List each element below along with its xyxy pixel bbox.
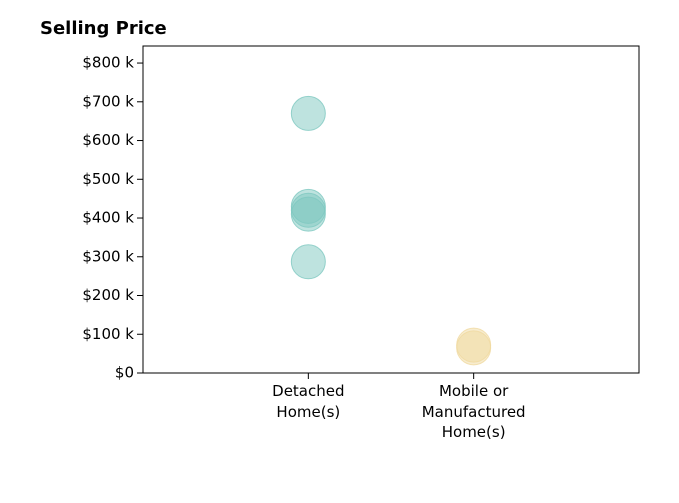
- y-tick-label: $700 k: [82, 92, 134, 110]
- y-tick-label: $0: [115, 364, 134, 382]
- y-tick-label: $800 k: [82, 54, 134, 72]
- x-tick-label: Detached Home(s): [272, 382, 345, 421]
- y-tick-label: $100 k: [82, 325, 134, 343]
- plot-frame: [142, 45, 640, 374]
- point: [290, 95, 326, 131]
- chart-title: Selling Price: [40, 18, 167, 39]
- x-tick-label: Mobile or Manufactured Home(s): [421, 382, 526, 441]
- point: [290, 196, 326, 232]
- y-tick-label: $500 k: [82, 170, 134, 188]
- point: [290, 244, 326, 280]
- y-tick-label: $200 k: [82, 286, 134, 304]
- y-tick-label: $400 k: [82, 209, 134, 227]
- point: [456, 330, 492, 366]
- y-tick-label: $600 k: [82, 131, 134, 149]
- y-tick-label: $300 k: [82, 247, 134, 265]
